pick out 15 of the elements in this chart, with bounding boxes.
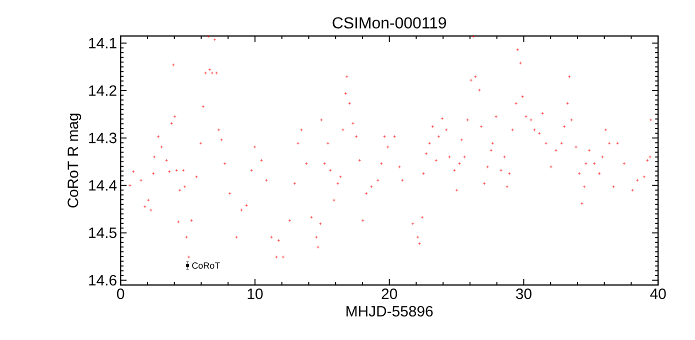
y-tick-label: 14.2 bbox=[89, 85, 116, 96]
x-axis-title: MHJD-55896 bbox=[346, 306, 433, 317]
y-tick-label: 14.4 bbox=[89, 180, 117, 191]
x-tick-label: 20 bbox=[382, 288, 398, 300]
y-tick-label: 14.3 bbox=[89, 132, 116, 144]
chart-title: CSIMon-000119 bbox=[332, 17, 446, 28]
series-label: CoRoT bbox=[192, 262, 220, 269]
x-tick-label: 40 bbox=[650, 288, 666, 300]
x-tick-label: 0 bbox=[117, 288, 124, 300]
x-tick-label: 10 bbox=[248, 288, 263, 300]
y-axis-title: CoRoT R mag bbox=[68, 114, 82, 208]
y-tick-label: 14.6 bbox=[89, 274, 116, 286]
y-tick-label: 14.1 bbox=[89, 38, 116, 48]
x-tick-label: 30 bbox=[516, 288, 532, 300]
y-tick-label: 14.5 bbox=[89, 228, 116, 238]
